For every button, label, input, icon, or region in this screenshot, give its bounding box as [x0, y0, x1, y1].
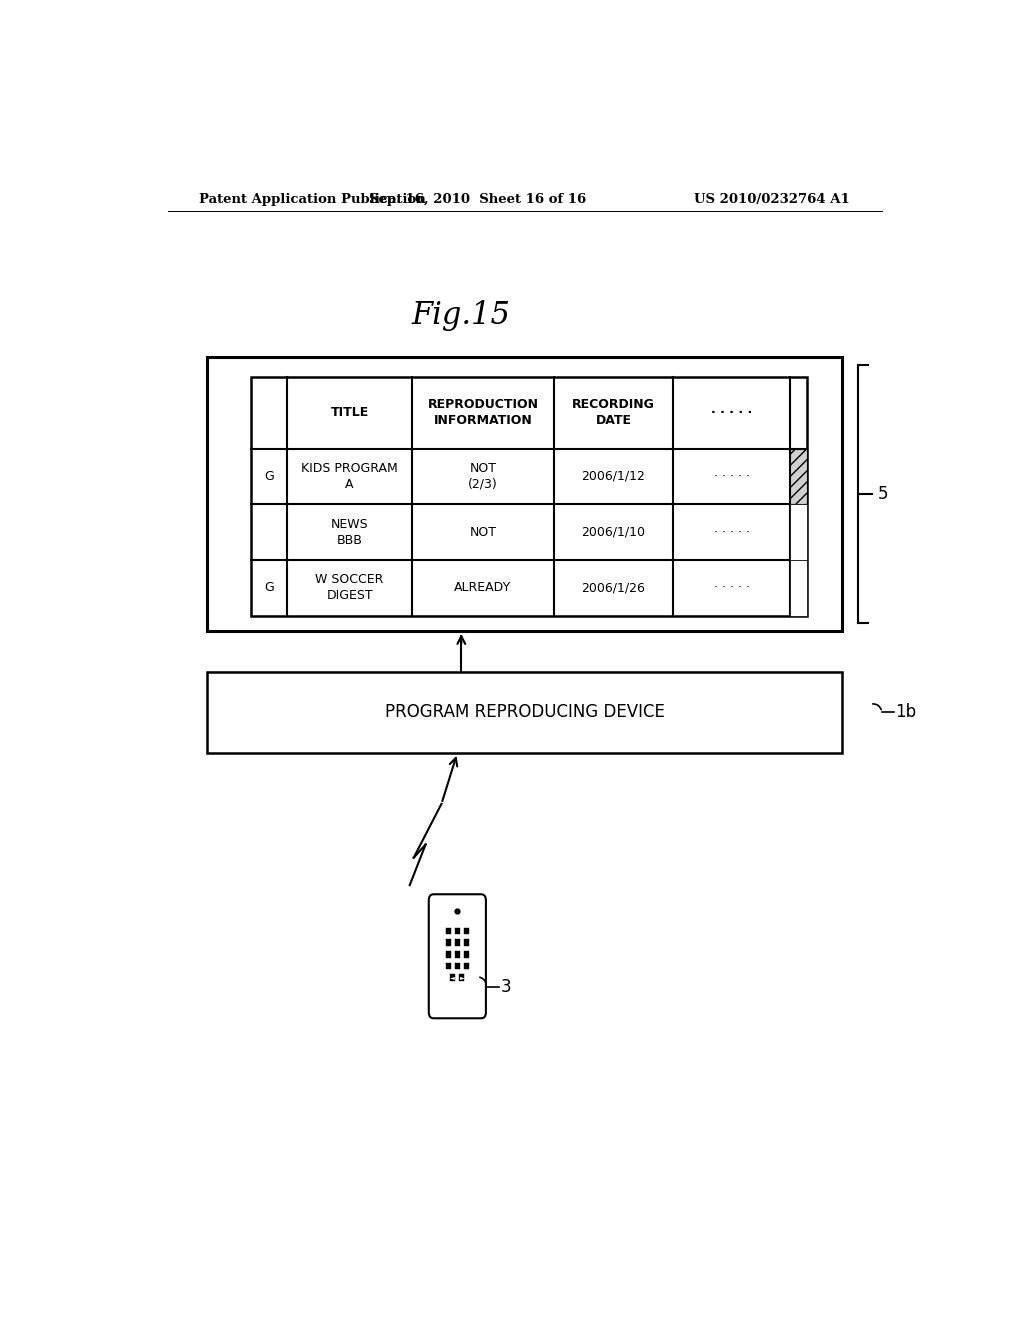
- Text: ◄: ◄: [451, 975, 455, 981]
- Bar: [464, 950, 469, 957]
- Text: REPRODUCTION
INFORMATION: REPRODUCTION INFORMATION: [427, 399, 539, 428]
- Bar: [455, 962, 460, 969]
- Bar: [455, 950, 460, 957]
- Bar: [460, 974, 465, 981]
- Text: Sep. 16, 2010  Sheet 16 of 16: Sep. 16, 2010 Sheet 16 of 16: [369, 193, 586, 206]
- Bar: [207, 356, 843, 631]
- Text: ALREADY: ALREADY: [455, 581, 512, 594]
- Bar: [464, 940, 469, 946]
- Text: 2006/1/10: 2006/1/10: [582, 525, 645, 539]
- Bar: [464, 962, 469, 969]
- Text: Patent Application Publication: Patent Application Publication: [200, 193, 426, 206]
- Text: 5: 5: [878, 484, 889, 503]
- Bar: [445, 940, 451, 946]
- FancyBboxPatch shape: [429, 894, 486, 1018]
- Text: 1b: 1b: [895, 704, 916, 721]
- Text: 2006/1/26: 2006/1/26: [582, 581, 645, 594]
- Bar: [455, 940, 460, 946]
- Bar: [207, 672, 843, 752]
- Text: G: G: [264, 470, 274, 483]
- Bar: [445, 928, 451, 935]
- Bar: [464, 928, 469, 935]
- Text: RECORDING
DATE: RECORDING DATE: [572, 399, 655, 428]
- Text: PROGRAM REPRODUCING DEVICE: PROGRAM REPRODUCING DEVICE: [385, 704, 665, 721]
- Text: US 2010/0232764 A1: US 2010/0232764 A1: [694, 193, 850, 206]
- Bar: [445, 950, 451, 957]
- Bar: [790, 560, 807, 615]
- Bar: [790, 449, 807, 504]
- Bar: [455, 928, 460, 935]
- Text: KIDS PROGRAM
A: KIDS PROGRAM A: [301, 462, 398, 491]
- Text: NEWS
BBB: NEWS BBB: [331, 517, 369, 546]
- Text: TITLE: TITLE: [331, 407, 369, 420]
- Text: · · · · ·: · · · · ·: [711, 407, 753, 420]
- Text: · · · · ·: · · · · ·: [714, 525, 750, 539]
- Bar: [445, 962, 451, 969]
- Text: · · · · ·: · · · · ·: [714, 581, 750, 594]
- Text: G: G: [264, 581, 274, 594]
- Bar: [451, 974, 456, 981]
- Bar: [251, 378, 807, 615]
- Bar: [790, 504, 807, 560]
- Text: NOT: NOT: [469, 525, 497, 539]
- Text: · · · · ·: · · · · ·: [714, 470, 750, 483]
- Text: W SOCCER
DIGEST: W SOCCER DIGEST: [315, 573, 384, 602]
- Text: NOT
(2/3): NOT (2/3): [468, 462, 498, 491]
- Text: ►: ►: [460, 975, 464, 981]
- Text: 2006/1/12: 2006/1/12: [582, 470, 645, 483]
- Text: 3: 3: [500, 978, 511, 995]
- Text: Fig.15: Fig.15: [412, 301, 511, 331]
